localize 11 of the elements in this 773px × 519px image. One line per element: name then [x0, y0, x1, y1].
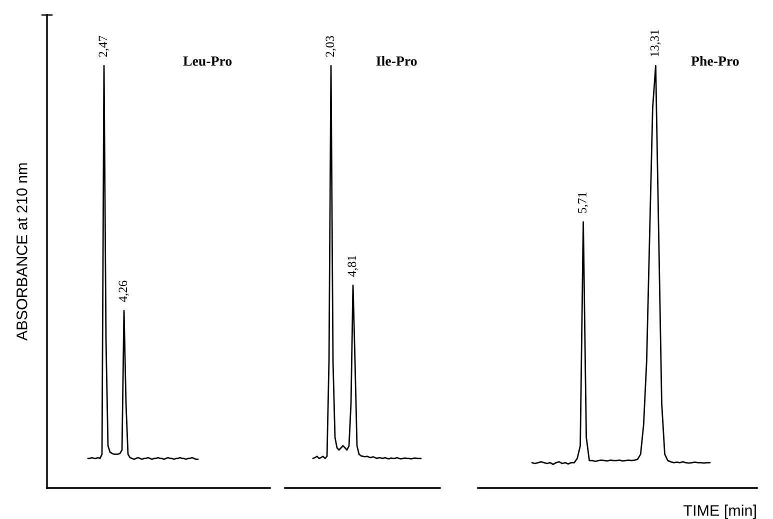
chart-title: Ile-Pro	[376, 56, 417, 66]
annotation: 4,26	[118, 280, 129, 302]
annotation: 13,31	[650, 30, 661, 56]
chart-title: Phe-Pro	[691, 56, 739, 66]
annotation: 4,81	[348, 256, 358, 277]
annotation: 2,03	[326, 36, 336, 57]
x-axis-title: TIME [min]	[684, 504, 756, 519]
annotation: 2,47	[98, 36, 109, 57]
chart-title: Leu-Pro	[183, 56, 232, 66]
annotation: 5,71	[578, 192, 588, 213]
y-axis-title: ABSORBANCE at 210 nm	[16, 163, 28, 341]
